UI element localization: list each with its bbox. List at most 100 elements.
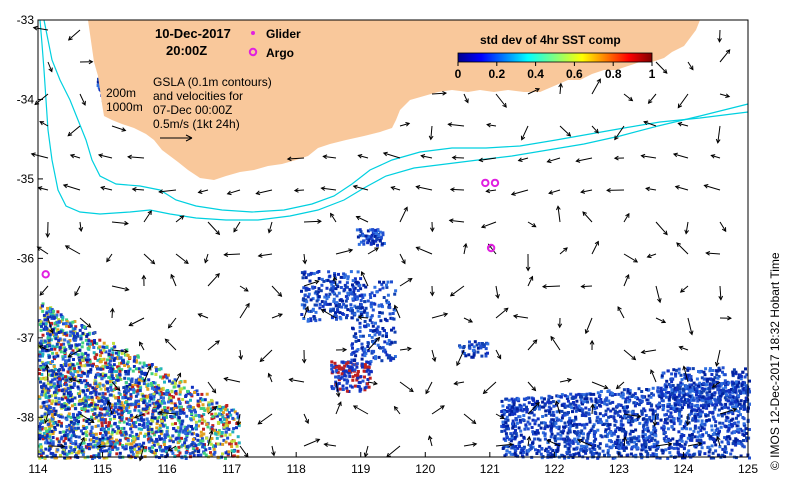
sst-pixel (390, 280, 393, 284)
sst-pixel (350, 307, 354, 311)
sst-pixel (178, 408, 182, 412)
sst-pixel (361, 379, 365, 383)
sst-pixel (220, 413, 224, 416)
sst-pixel (213, 429, 216, 433)
sst-pixel (147, 432, 151, 436)
sst-pixel (57, 443, 61, 447)
sst-pixel (621, 423, 625, 427)
sst-pixel (131, 403, 135, 407)
sst-pixel (646, 426, 650, 430)
sst-pixel (171, 451, 175, 455)
sst-pixel (210, 412, 214, 416)
sst-pixel (142, 401, 146, 405)
sst-pixel (627, 419, 631, 423)
sst-pixel (670, 446, 673, 450)
sst-pixel (352, 288, 356, 292)
sst-pixel (126, 354, 130, 357)
sst-pixel (48, 307, 52, 311)
sst-pixel (63, 355, 67, 359)
sst-pixel (98, 432, 102, 435)
sst-pixel (356, 376, 360, 380)
sst-pixel (522, 414, 526, 417)
sst-pixel (155, 422, 159, 426)
sst-pixel (358, 283, 362, 287)
sst-pixel (224, 405, 228, 409)
sst-pixel (723, 379, 727, 383)
sst-pixel (45, 454, 49, 458)
sst-pixel (624, 432, 628, 436)
sst-pixel (634, 442, 638, 446)
sst-pixel (331, 315, 334, 319)
sst-pixel (531, 418, 535, 422)
sst-pixel (96, 358, 100, 362)
sst-pixel (736, 414, 740, 418)
sst-pixel (124, 396, 128, 400)
sst-pixel (137, 444, 141, 448)
sst-pixel (370, 291, 374, 295)
sst-pixel (693, 426, 697, 430)
sst-pixel (695, 396, 699, 400)
sst-pixel (182, 444, 186, 448)
sst-pixel (603, 402, 607, 406)
sst-pixel (180, 405, 183, 409)
sst-pixel (52, 429, 56, 433)
sst-pixel (712, 417, 716, 421)
sst-pixel (739, 454, 743, 458)
sst-pixel (76, 362, 80, 366)
sst-pixel (121, 359, 125, 363)
sst-pixel (359, 375, 363, 379)
sst-pixel (555, 450, 559, 453)
sst-pixel (692, 381, 696, 385)
sst-pixel (105, 456, 109, 460)
sst-pixel (644, 414, 648, 417)
sst-pixel (151, 381, 155, 384)
sst-pixel (333, 274, 337, 277)
sst-pixel (104, 397, 108, 401)
sst-pixel (711, 415, 715, 419)
sst-pixel (147, 435, 151, 439)
sst-pixel (148, 403, 152, 407)
sst-pixel (601, 449, 605, 453)
sst-pixel (667, 447, 671, 450)
sst-pixel (537, 423, 541, 427)
sst-pixel (224, 433, 228, 437)
sst-pixel (195, 423, 198, 427)
sst-pixel (331, 289, 335, 293)
sst-pixel (360, 346, 364, 350)
velocity-arrow-head (170, 273, 175, 279)
sst-pixel (688, 438, 692, 442)
sst-pixel (579, 431, 583, 435)
sst-pixel (127, 369, 131, 373)
sst-pixel (155, 385, 159, 389)
sst-pixel (640, 444, 644, 448)
sst-pixel (53, 345, 57, 349)
sst-pixel (569, 402, 573, 406)
sst-pixel (40, 373, 44, 376)
sst-pixel (515, 409, 519, 413)
sst-pixel (42, 404, 46, 408)
sst-pixel (689, 436, 693, 440)
sst-pixel (372, 349, 376, 353)
sst-pixel (225, 418, 229, 422)
velocity-arrow (170, 274, 177, 287)
sst-pixel (80, 381, 84, 385)
sst-pixel (99, 396, 103, 400)
sst-pixel (610, 392, 614, 395)
sst-pixel (46, 315, 50, 319)
sst-pixel (108, 421, 111, 425)
sst-pixel (124, 391, 128, 395)
sst-pixel (653, 438, 657, 442)
sst-pixel (609, 430, 613, 434)
sst-pixel (351, 326, 354, 330)
velocity-arrow (79, 221, 82, 232)
sst-pixel (642, 407, 646, 411)
sst-pixel (60, 415, 64, 419)
sst-pixel (39, 339, 43, 343)
sst-pixel (624, 416, 628, 420)
sst-pixel (54, 409, 58, 413)
sst-pixel (543, 403, 547, 407)
sst-pixel (698, 408, 702, 412)
sst-pixel (101, 391, 105, 395)
sst-pixel (39, 443, 43, 447)
sst-pixel (525, 408, 529, 412)
